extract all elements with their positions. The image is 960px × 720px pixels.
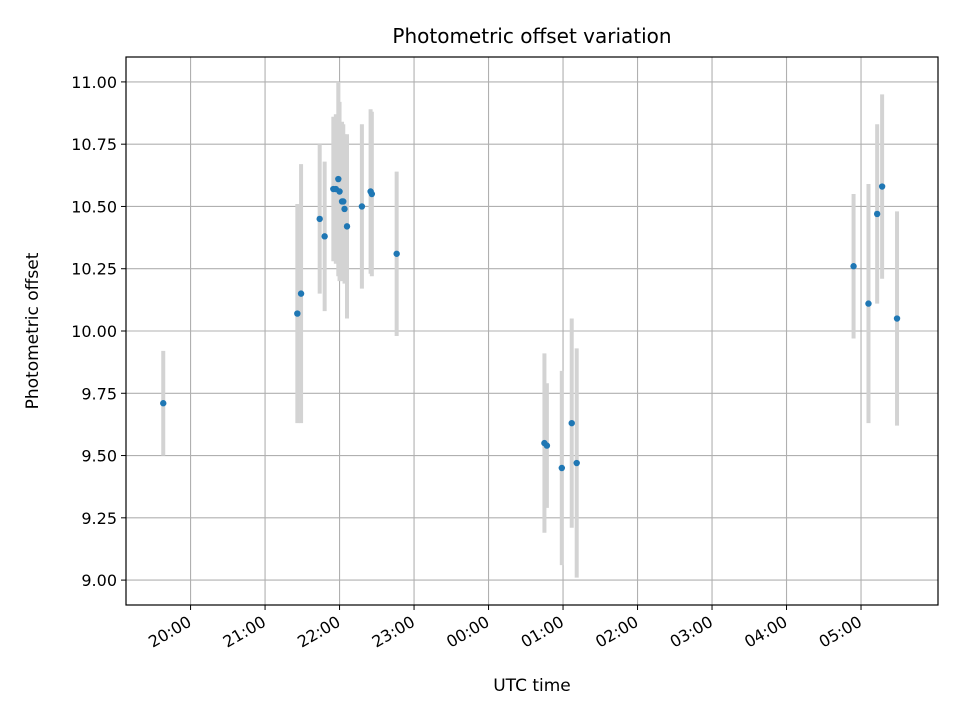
data-point [873,210,881,218]
y-tick-label: 9.25 [81,509,117,528]
data-point [340,198,347,205]
data-point [573,459,580,467]
point-layer [160,175,901,472]
y-tick-label: 10.75 [71,135,117,154]
data-point [850,263,857,270]
data-point [543,442,551,449]
data-point [297,290,305,297]
y-tick-label: 10.50 [71,197,117,216]
x-axis-label: UTC time [493,676,571,696]
data-point [335,175,342,183]
data-point [568,419,575,427]
data-point [321,233,328,240]
y-axis: 9.00 9.25 9.50 9.75 10.00 10.25 10.50 10.75 11.0… [71,73,126,590]
data-point [393,250,400,257]
chart-title: Photometric offset variation [392,24,671,48]
data-point [336,188,343,195]
y-axis-label: Photometric offset [23,252,43,409]
data-point [160,400,167,407]
y-tick-label: 10.00 [71,322,117,341]
data-point [294,310,301,317]
y-tick-label: 11.00 [71,73,117,92]
data-point [341,205,348,213]
y-tick-label: 9.00 [81,571,117,590]
data-point [358,203,366,210]
y-tick-label: 9.50 [81,447,117,466]
data-point [865,300,872,307]
y-tick-label: 9.75 [81,384,117,403]
data-point [368,190,376,198]
data-point [343,223,351,230]
data-point [316,215,323,223]
grid-layer [126,57,938,605]
y-tick-label: 10.25 [71,260,117,279]
data-point [893,315,901,322]
data-point [558,464,565,472]
data-point [878,183,886,190]
